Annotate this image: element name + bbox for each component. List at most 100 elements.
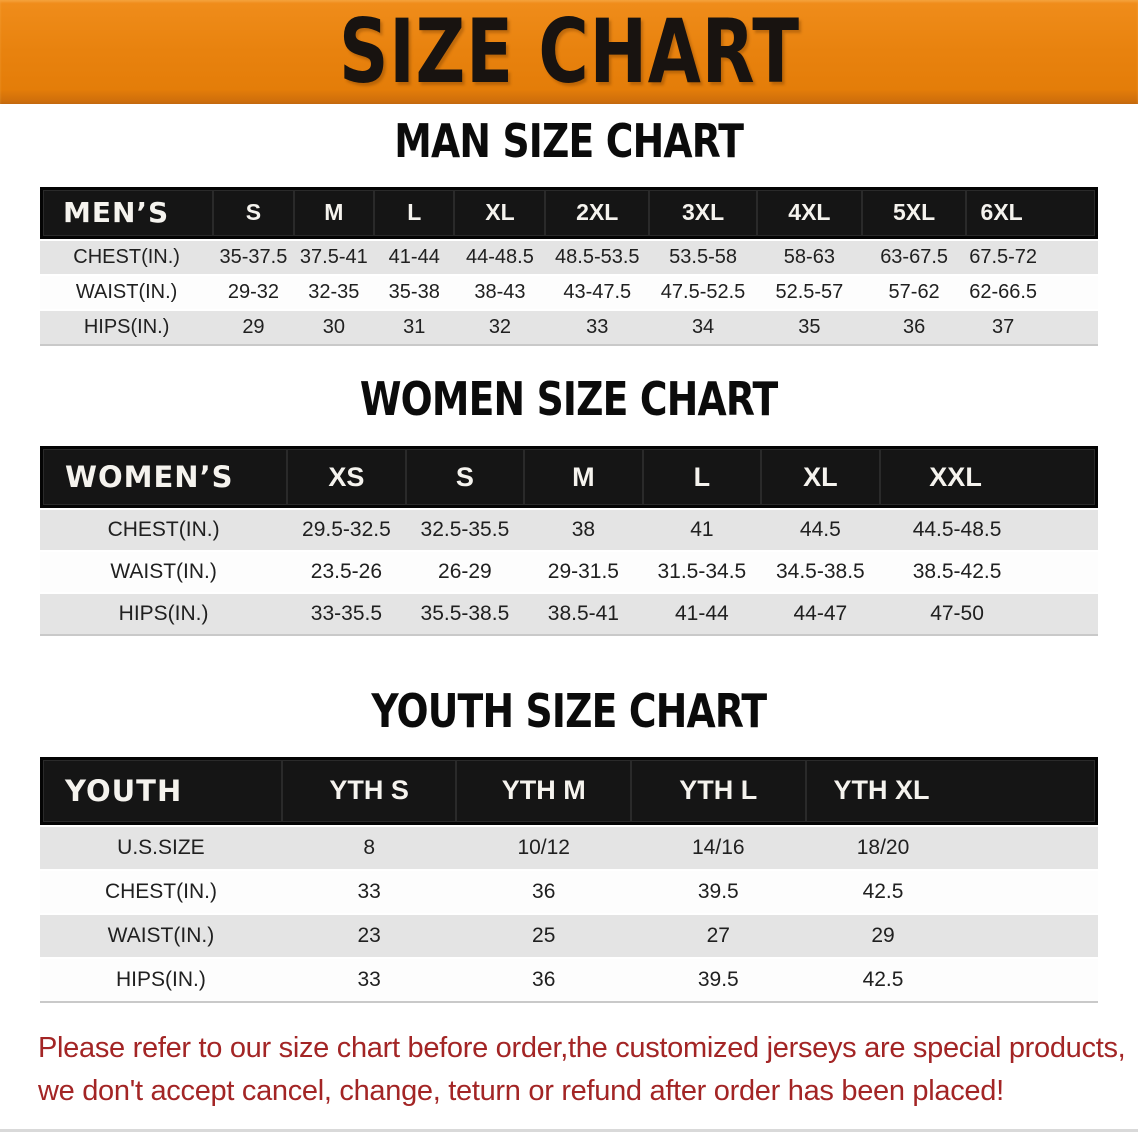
order-policy-line-1: Please refer to our size chart before or… bbox=[38, 1031, 1126, 1064]
size-value-cell: 18/20 bbox=[805, 824, 1098, 871]
table-header-row: WOMEN’S XS S M L XL XXL bbox=[40, 446, 1098, 509]
size-value-cell: 32.5-35.5 bbox=[405, 508, 525, 553]
size-value-cell: 38.5-42.5 bbox=[879, 552, 1098, 595]
size-value-cell: 10/12 bbox=[456, 824, 631, 871]
men-section-heading-text: MAN SIZE CHART bbox=[394, 114, 745, 168]
column-header: XL bbox=[761, 446, 880, 509]
column-header: 6XL bbox=[966, 186, 1098, 239]
size-value-cell: 37 bbox=[966, 310, 1098, 344]
column-header: YTH S bbox=[281, 756, 457, 825]
size-value-cell: 26-29 bbox=[405, 552, 525, 595]
order-policy-notice: Please refer to our size chart before or… bbox=[38, 1027, 1126, 1114]
row-label: HIPS(IN.) bbox=[40, 310, 214, 344]
size-value-cell: 32 bbox=[454, 310, 546, 344]
size-value-cell: 48.5-53.5 bbox=[545, 238, 650, 276]
size-value-cell: 34 bbox=[649, 310, 758, 344]
size-value-cell: 33-35.5 bbox=[287, 594, 406, 635]
row-label: HIPS(IN.) bbox=[40, 958, 282, 1001]
row-label: CHEST(IN.) bbox=[40, 870, 282, 915]
table-row: HIPS(IN.) 33 36 39.5 42.5 bbox=[40, 958, 1098, 1001]
size-value-cell: 38.5-41 bbox=[524, 594, 643, 635]
women-size-section: WOMEN SIZE CHART WOMEN’S XS S M L XL XXL CHEST(… bbox=[0, 371, 1138, 637]
size-value-cell: 36 bbox=[861, 310, 967, 344]
size-chart-banner: SIZE CHART bbox=[0, 0, 1138, 104]
size-value-cell: 33 bbox=[281, 958, 457, 1001]
size-value-cell: 25 bbox=[456, 914, 631, 959]
men-size-section: MAN SIZE CHART MEN’S S M L XL 2XL 3XL 4XL 5XL 6XL… bbox=[0, 116, 1138, 346]
women-size-table: WOMEN’S XS S M L XL XXL CHEST(IN.) 29.5-32.5 32.5… bbox=[40, 446, 1098, 637]
size-value-cell: 47-50 bbox=[879, 594, 1098, 635]
size-value-cell: 37.5-41 bbox=[293, 238, 375, 276]
size-value-cell: 63-67.5 bbox=[861, 238, 967, 276]
women-section-heading-text: WOMEN SIZE CHART bbox=[360, 371, 778, 426]
size-value-cell: 33 bbox=[545, 310, 650, 344]
size-value-cell: 8 bbox=[281, 824, 457, 871]
row-label: CHEST(IN.) bbox=[40, 508, 288, 553]
size-value-cell: 39.5 bbox=[631, 870, 806, 915]
table-header-row: MEN’S S M L XL 2XL 3XL 4XL 5XL 6XL bbox=[40, 186, 1098, 239]
column-header: M bbox=[293, 186, 375, 239]
size-value-cell: 23.5-26 bbox=[287, 552, 406, 595]
size-value-cell: 31.5-34.5 bbox=[642, 552, 762, 595]
size-value-cell: 39.5 bbox=[631, 958, 806, 1001]
size-value-cell: 58-63 bbox=[757, 238, 862, 276]
size-value-cell: 35.5-38.5 bbox=[405, 594, 525, 635]
youth-section-heading: YOUTH SIZE CHART bbox=[0, 686, 1138, 737]
size-value-cell: 30 bbox=[293, 310, 375, 344]
size-value-cell: 32-35 bbox=[293, 275, 375, 311]
table-row: HIPS(IN.) 33-35.5 35.5-38.5 38.5-41 41-44 44-… bbox=[40, 594, 1098, 635]
size-value-cell: 44.5-48.5 bbox=[879, 508, 1098, 553]
table-row: WAIST(IN.) 29-32 32-35 35-38 38-43 43-47.5 47.… bbox=[40, 275, 1098, 311]
table-row: CHEST(IN.) 33 36 39.5 42.5 bbox=[40, 870, 1098, 915]
youth-section-heading-text: YOUTH SIZE CHART bbox=[371, 684, 768, 739]
size-value-cell: 41 bbox=[642, 508, 762, 553]
size-value-cell: 36 bbox=[456, 958, 631, 1001]
size-value-cell: 29-32 bbox=[213, 275, 294, 311]
size-value-cell: 34.5-38.5 bbox=[761, 552, 880, 595]
row-label: WAIST(IN.) bbox=[40, 914, 282, 959]
size-value-cell: 36 bbox=[456, 870, 631, 915]
size-value-cell: 33 bbox=[281, 870, 457, 915]
size-value-cell: 38-43 bbox=[454, 275, 546, 311]
row-label: WAIST(IN.) bbox=[40, 275, 214, 311]
size-value-cell: 41-44 bbox=[374, 238, 455, 276]
size-value-cell: 47.5-52.5 bbox=[649, 275, 758, 311]
column-header: 2XL bbox=[545, 186, 650, 239]
column-header: 3XL bbox=[649, 186, 758, 239]
table-row: HIPS(IN.) 29 30 31 32 33 34 35 36 37 bbox=[40, 310, 1098, 344]
column-header: 4XL bbox=[757, 186, 862, 239]
size-value-cell: 31 bbox=[374, 310, 455, 344]
table-group-label: MEN’S bbox=[40, 186, 214, 239]
size-value-cell: 44.5 bbox=[761, 508, 880, 553]
column-header: XL bbox=[454, 186, 546, 239]
banner-title: SIZE CHART bbox=[338, 0, 800, 103]
size-value-cell: 35 bbox=[757, 310, 862, 344]
youth-size-table: YOUTH YTH S YTH M YTH L YTH XL U.S.SIZE 8 10/12… bbox=[40, 756, 1098, 1003]
size-value-cell: 42.5 bbox=[805, 958, 1098, 1001]
table-row: U.S.SIZE 8 10/12 14/16 18/20 bbox=[40, 824, 1098, 871]
size-value-cell: 67.5-72 bbox=[966, 238, 1098, 276]
size-value-cell: 14/16 bbox=[631, 824, 806, 871]
column-header: YTH L bbox=[631, 756, 806, 825]
size-value-cell: 29 bbox=[805, 914, 1098, 959]
column-header: YTH XL bbox=[805, 756, 1098, 825]
row-label: CHEST(IN.) bbox=[40, 238, 214, 276]
table-row: WAIST(IN.) 23 25 27 29 bbox=[40, 914, 1098, 959]
column-header: M bbox=[524, 446, 643, 509]
size-value-cell: 35-38 bbox=[374, 275, 455, 311]
men-size-table: MEN’S S M L XL 2XL 3XL 4XL 5XL 6XL CHEST(IN.) 35-37… bbox=[40, 186, 1098, 346]
column-header: S bbox=[213, 186, 294, 239]
size-value-cell: 38 bbox=[524, 508, 643, 553]
table-row: CHEST(IN.) 35-37.5 37.5-41 41-44 44-48.5 48.5… bbox=[40, 238, 1098, 276]
size-value-cell: 44-47 bbox=[761, 594, 880, 635]
size-value-cell: 44-48.5 bbox=[454, 238, 546, 276]
size-value-cell: 29-31.5 bbox=[524, 552, 643, 595]
size-value-cell: 57-62 bbox=[861, 275, 967, 311]
column-header: S bbox=[405, 446, 525, 509]
size-value-cell: 43-47.5 bbox=[545, 275, 650, 311]
column-header: YTH M bbox=[456, 756, 631, 825]
column-header: L bbox=[642, 446, 762, 509]
table-group-label: YOUTH bbox=[40, 756, 282, 825]
youth-size-section: YOUTH SIZE CHART YOUTH YTH S YTH M YTH L YTH… bbox=[0, 686, 1138, 1003]
column-header: XS bbox=[287, 446, 406, 509]
